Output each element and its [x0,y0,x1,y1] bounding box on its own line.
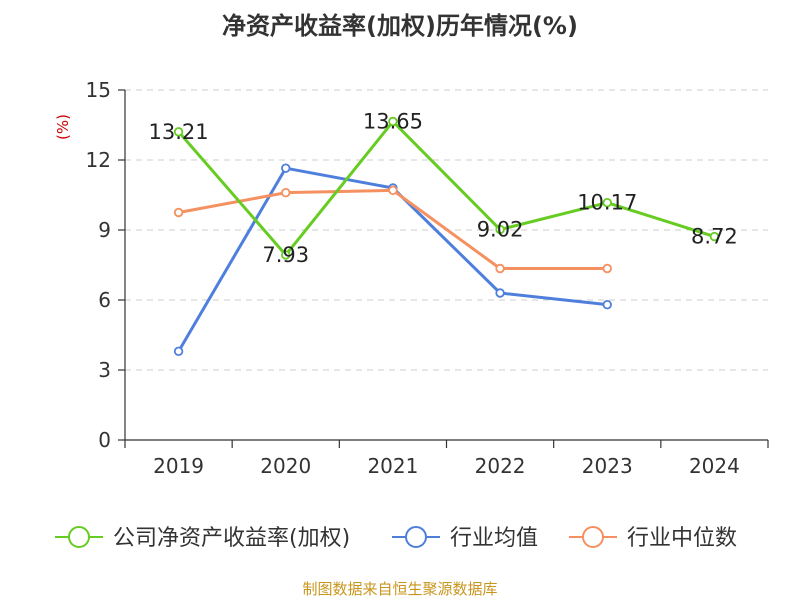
y-tick-label: 3 [98,358,111,382]
data-point [709,231,720,242]
data-point [495,224,505,235]
legend-marker [68,526,90,548]
series-line-2 [178,188,608,270]
x-tick-label: 2023 [582,454,633,478]
y-unit-label: (%) [54,114,72,140]
legend: 公司净资产收益率(加权) 行业均值 行业中位数 [55,526,737,551]
legend-label: 行业中位数 [627,526,737,551]
x-tick-label: 2022 [475,454,526,478]
data-point [281,187,291,198]
series-line-0 [177,120,715,257]
data-label: 7.93 [262,243,309,267]
legend-marker [405,526,427,548]
data-point [388,185,398,196]
data-point [388,116,398,127]
data-point [602,263,612,274]
y-tick-label: 9 [98,218,111,242]
data-point [173,207,184,218]
data-label: 13.65 [363,110,423,134]
y-tick-label: 6 [98,288,111,312]
data-point [602,299,612,310]
data-point [495,263,505,274]
data-point [602,197,612,208]
data-point [173,127,184,137]
x-tick-label: 2024 [689,454,740,478]
legend-marker [582,526,604,548]
source-note: 制图数据来自恒生聚源数据库 [302,580,497,598]
data-point [495,288,505,298]
data-label: 10.17 [577,191,637,215]
chart-title: 净资产收益率(加权)历年情况(%) [222,12,578,40]
data-point [173,346,184,357]
data-point [281,163,291,173]
y-tick-label: 0 [98,428,111,452]
data-label: 13.21 [149,120,209,144]
series-line-1 [177,166,608,353]
data-label: 8.72 [691,225,738,249]
y-tick-label: 12 [86,148,111,172]
legend-label: 行业均值 [450,526,538,551]
y-tick-label: 15 [86,78,111,102]
x-tick-label: 2019 [153,454,204,478]
x-tick-label: 2021 [367,454,418,478]
data-labels: 13.21 7.93 13.65 9.02 10.17 8.72 [149,110,738,267]
series-group [173,116,720,357]
data-point [281,250,291,260]
legend-label: 公司净资产收益率(加权) [113,526,350,551]
axes: 0 3 6 9 12 15 2019 2020 2021 2022 2023 2024 [86,78,769,478]
data-label: 9.02 [477,218,524,242]
x-tick-label: 2020 [260,454,311,478]
